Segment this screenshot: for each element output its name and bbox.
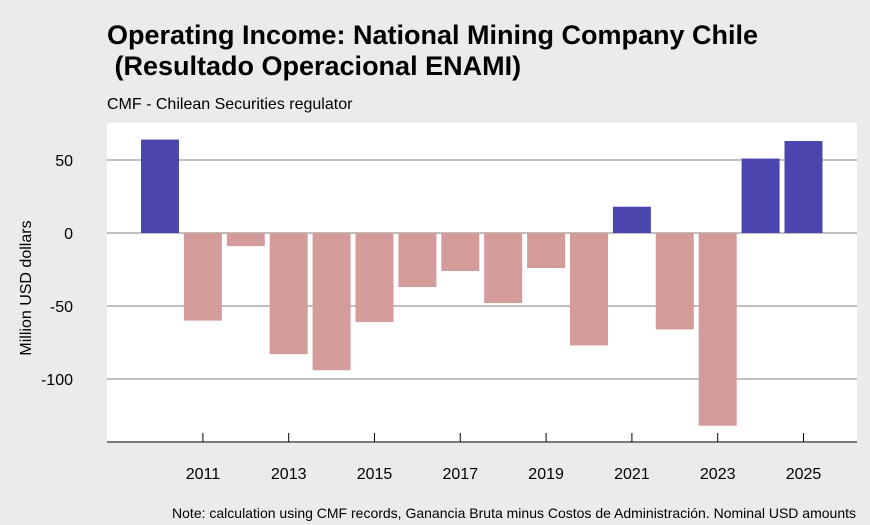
- y-tick-label: 0: [64, 226, 73, 243]
- bar-2021: [612, 206, 651, 233]
- x-axis-ticks: 2011 2013 2015 2017 2019 2021 2023 2025: [186, 433, 822, 483]
- x-tick-label: 2025: [786, 466, 822, 483]
- bar-2010: [141, 139, 179, 233]
- bar-2017: [441, 233, 480, 271]
- x-tick-label: 2015: [357, 466, 393, 483]
- x-tick-label: 2023: [700, 466, 736, 483]
- y-tick-label: 50: [55, 153, 73, 170]
- y-tick-label: -100: [41, 372, 73, 389]
- bar-2015: [355, 233, 394, 323]
- bar-2024: [741, 158, 780, 233]
- bar-2012: [226, 233, 265, 247]
- x-tick-label: 2011: [186, 466, 221, 483]
- bar-2023: [698, 233, 737, 426]
- bar-2022: [655, 233, 694, 330]
- bar-2018: [484, 233, 523, 304]
- footnote: Note: calculation using CMF records, Gan…: [172, 505, 856, 521]
- bars: [141, 139, 823, 426]
- x-tick-label: 2013: [271, 466, 307, 483]
- bar-2025: [784, 141, 823, 233]
- chart-title: Operating Income: National Mining Compan…: [107, 20, 759, 81]
- y-tick-label: -50: [50, 299, 73, 316]
- x-tick-label: 2017: [443, 466, 479, 483]
- bar-2016: [398, 233, 437, 288]
- bar-2013: [269, 233, 308, 355]
- bar-2020: [570, 233, 608, 346]
- y-axis-ticks: 50 0 -50 -100: [41, 153, 73, 389]
- bar-2019: [527, 233, 566, 269]
- x-tick-label: 2021: [614, 466, 650, 483]
- x-tick-label: 2019: [528, 466, 564, 483]
- bar-2011: [183, 233, 222, 321]
- bar-2014: [312, 233, 351, 371]
- chart-subtitle: CMF - Chilean Securities regulator: [107, 96, 353, 113]
